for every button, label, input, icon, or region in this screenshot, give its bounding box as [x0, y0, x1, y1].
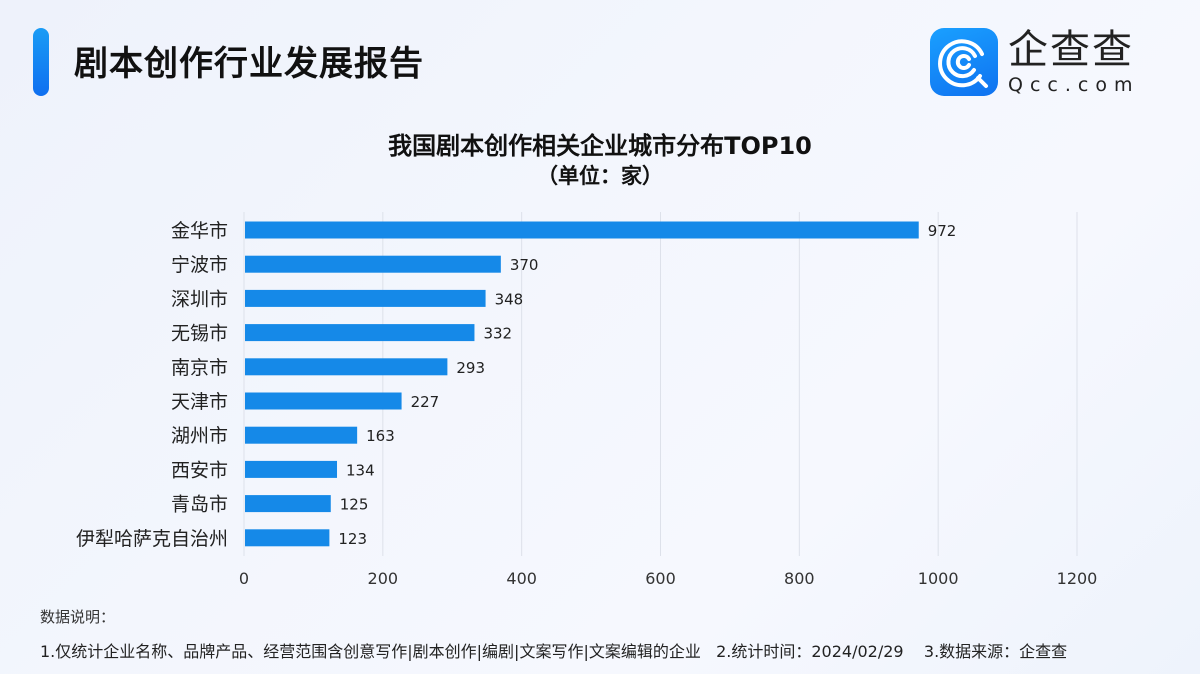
category-label: 深圳市	[171, 288, 228, 310]
logo-cn-text: 企查查	[1008, 27, 1134, 73]
bar	[245, 255, 501, 273]
bar	[245, 460, 338, 478]
title-accent-bar	[33, 28, 49, 96]
bar	[245, 324, 475, 342]
category-label: 青岛市	[171, 494, 228, 516]
category-label: 西安市	[171, 459, 228, 481]
chart-title: 我国剧本创作相关企业城市分布TOP10	[388, 132, 812, 160]
notes-heading: 数据说明：	[40, 608, 116, 626]
notes-text: 1.仅统计企业名称、品牌产品、经营范围含创意写作|剧本创作|编剧|文案写作|文案…	[40, 642, 1068, 661]
data-label: 134	[346, 461, 375, 479]
report-title: 剧本创作行业发展报告	[74, 44, 424, 84]
x-tick-label: 800	[784, 569, 815, 588]
x-tick-label: 0	[239, 569, 249, 588]
x-tick-label: 600	[645, 569, 676, 588]
category-label: 天津市	[171, 391, 228, 413]
category-label: 湖州市	[171, 425, 228, 447]
data-label: 227	[411, 393, 440, 411]
x-tick-label: 1000	[918, 569, 959, 588]
x-tick-label: 200	[368, 569, 399, 588]
data-label: 293	[456, 359, 485, 377]
logo-en-text: Qcc.com	[1008, 74, 1140, 96]
bar	[245, 221, 919, 239]
data-label: 332	[483, 325, 512, 343]
qcc-logo-icon	[930, 28, 998, 96]
data-label: 370	[510, 256, 539, 274]
category-label: 宁波市	[171, 254, 228, 276]
data-label: 123	[338, 530, 367, 548]
category-label: 金华市	[171, 220, 228, 242]
chart-subtitle: （单位：家）	[537, 164, 663, 188]
bar	[245, 358, 448, 376]
x-tick-label: 400	[506, 569, 537, 588]
bar	[245, 289, 486, 307]
category-label: 无锡市	[171, 323, 228, 345]
qcc-logo: 企查查 Qcc.com	[930, 28, 1139, 96]
category-label: 伊犁哈萨克自治州	[76, 528, 228, 550]
bar	[245, 529, 330, 547]
data-label: 348	[495, 290, 524, 308]
data-label: 972	[928, 222, 957, 240]
bar	[245, 392, 402, 410]
bar	[245, 495, 331, 513]
x-tick-label: 1200	[1057, 569, 1098, 588]
data-label: 163	[366, 427, 395, 445]
bar	[245, 426, 358, 444]
data-label: 125	[340, 496, 369, 514]
category-label: 南京市	[171, 357, 228, 379]
